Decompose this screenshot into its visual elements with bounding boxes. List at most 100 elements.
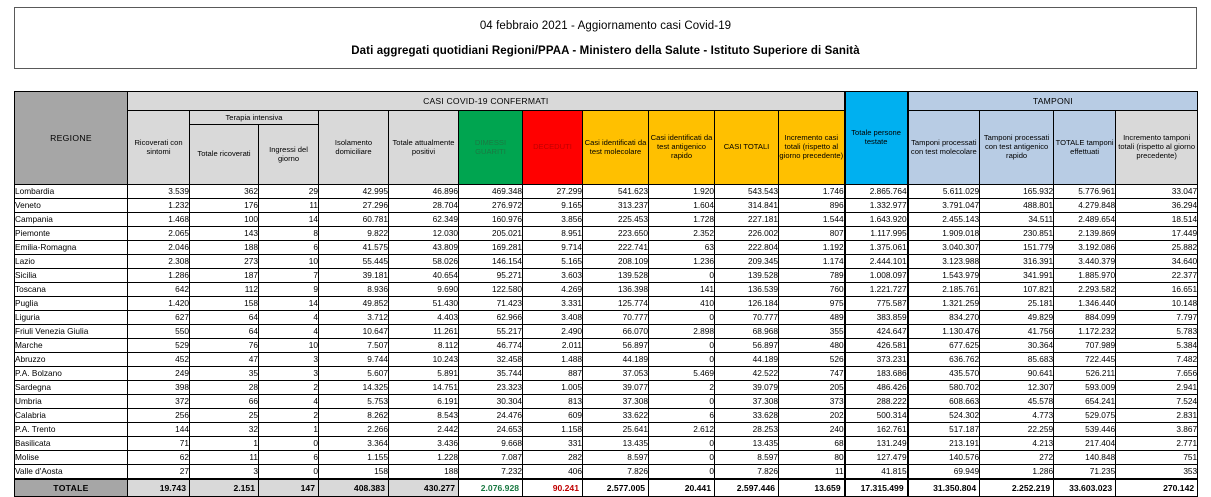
cell-incremento-tamponi: 7.524 xyxy=(1115,394,1199,409)
cell-tamponi-totale: 3.440.379 xyxy=(1053,254,1117,269)
cell-ingressi-giorno: 14 xyxy=(258,212,319,227)
cell-ricoverati-sintomi: 249 xyxy=(127,366,190,381)
cell-antigenico: 1.604 xyxy=(648,198,715,213)
cell-casi-totali: 314.841 xyxy=(714,198,779,213)
cell-casi-totali: 42.522 xyxy=(714,366,779,381)
cell-deceduti: 3.603 xyxy=(522,268,583,283)
cell-casi-totali: 7.826 xyxy=(714,464,779,480)
cell-tamponi-antigenico: 85.683 xyxy=(979,352,1055,367)
header-totale-persone-testate: Totale persone testate xyxy=(843,91,909,185)
cell-casi-totali: 39.079 xyxy=(714,380,779,395)
cell-regione: P.A. Bolzano xyxy=(14,366,128,381)
cell-regione: Puglia xyxy=(14,296,128,311)
cell-ricoverati-sintomi: 2.046 xyxy=(127,240,190,255)
cell-casi-totali: 8.597 xyxy=(714,450,779,465)
covid-table-container: REGIONE CASI COVID-19 CONFERMATI Totale … xyxy=(14,91,1199,497)
cell-ricoverati-sintomi: 256 xyxy=(127,408,190,423)
cell-totale-ricoverati: 112 xyxy=(189,282,259,297)
cell-deceduti: 4.269 xyxy=(522,282,583,297)
cell-isolamento: 8.262 xyxy=(318,408,389,423)
cell-guariti: 62.966 xyxy=(458,310,523,325)
cell-tamponi-antigenico: 12.307 xyxy=(979,380,1055,395)
cell-ingressi-giorno: 3 xyxy=(258,352,319,367)
cell-casi-totali: 209.345 xyxy=(714,254,779,269)
cell-ricoverati-sintomi: 1.232 xyxy=(127,198,190,213)
cell-attualmente-positivi: 43.809 xyxy=(388,240,459,255)
cell-persone-testate: 2.444.101 xyxy=(843,254,909,269)
cell-attualmente-positivi: 8.112 xyxy=(388,338,459,353)
table-row: Valle d'Aosta 27 3 0 158 188 7.232 406 7.826 0 7.8… xyxy=(14,464,1199,480)
cell-incremento-tamponi: 353 xyxy=(1115,464,1199,480)
cell-ricoverati-sintomi: 2.065 xyxy=(127,226,190,241)
cell-guariti: 146.154 xyxy=(458,254,523,269)
header-terapia-intensiva: Terapia intensiva xyxy=(189,110,319,125)
cell-tamponi-totale: 1.346.440 xyxy=(1053,296,1117,311)
cell-incremento-tamponi: 22.377 xyxy=(1115,268,1199,283)
cell-ricoverati-sintomi: 1.420 xyxy=(127,296,190,311)
cell-totale-ricoverati: 187 xyxy=(189,268,259,283)
cell-molecolare: 313.237 xyxy=(582,198,649,213)
cell-deceduti: 406 xyxy=(522,464,583,480)
cell-totale-ricoverati: 64 xyxy=(189,324,259,339)
cell-regione: Campania xyxy=(14,212,128,227)
cell-persone-testate: 162.761 xyxy=(843,422,909,437)
cell-guariti: 276.972 xyxy=(458,198,523,213)
cell-guariti: 95.271 xyxy=(458,268,523,283)
cell-ingressi-giorno: 9 xyxy=(258,282,319,297)
cell-regione: Calabria xyxy=(14,408,128,423)
cell-tamponi-totale: 3.192.086 xyxy=(1053,240,1117,255)
cell-attualmente-positivi: 51.430 xyxy=(388,296,459,311)
cell-attualmente-positivi: 46.896 xyxy=(388,184,459,199)
cell-incremento-casi: 205 xyxy=(777,380,846,395)
cell-molecolare: 541.623 xyxy=(582,184,649,199)
cell-tamponi-totale: 884.099 xyxy=(1053,310,1117,325)
cell-antigenico: 2.352 xyxy=(648,226,715,241)
cell-isolamento: 42.995 xyxy=(318,184,389,199)
cell-tamponi-molecolare: 608.663 xyxy=(907,394,981,409)
cell-isolamento: 27.296 xyxy=(318,198,389,213)
cell-incremento-casi: 373 xyxy=(777,394,846,409)
cell-incremento-tamponi: 36.294 xyxy=(1115,198,1199,213)
table-row: Liguria 627 64 4 3.712 4.403 62.966 3.408 70.777… xyxy=(14,310,1199,325)
table-row: Calabria 256 25 2 8.262 8.543 24.476 609 33.622 6… xyxy=(14,408,1199,423)
cell-isolamento: 158 xyxy=(318,464,389,480)
cell-attualmente-positivi: 58.026 xyxy=(388,254,459,269)
cell-persone-testate: 426.581 xyxy=(843,338,909,353)
cell-ricoverati-sintomi: 550 xyxy=(127,324,190,339)
cell-tamponi-antigenico: 25.181 xyxy=(979,296,1055,311)
cell-attualmente-positivi: 12.030 xyxy=(388,226,459,241)
cell-ingressi-giorno: 1 xyxy=(258,422,319,437)
cell-attualmente-positivi: 8.543 xyxy=(388,408,459,423)
cell-tamponi-antigenico: 151.779 xyxy=(979,240,1055,255)
cell-tamponi-antigenico: 41.756 xyxy=(979,324,1055,339)
cell-tamponi-antigenico: 4.773 xyxy=(979,408,1055,423)
table-row: Puglia 1.420 158 14 49.852 51.430 71.423 3.331 1… xyxy=(14,296,1199,311)
cell-isolamento: 5.607 xyxy=(318,366,389,381)
table-row: Abruzzo 452 47 3 9.744 10.243 32.458 1.488 44.18… xyxy=(14,352,1199,367)
header-ingressi-del-giorno: Ingressi del giorno xyxy=(258,124,319,185)
cell-attualmente-positivi: 40.654 xyxy=(388,268,459,283)
header-totale-tamponi: TOTALE tamponi effettuati xyxy=(1053,110,1117,185)
cell-regione: Veneto xyxy=(14,198,128,213)
header-incremento-casi-totali: Incremento casi totali (rispetto al gior… xyxy=(777,110,846,185)
cell-molecolare: 66.070 xyxy=(582,324,649,339)
cell-casi-totali: 33.628 xyxy=(714,408,779,423)
cell-tamponi-molecolare: 69.949 xyxy=(907,464,981,480)
cell-tamponi-totale: 2.293.582 xyxy=(1053,282,1117,297)
cell-guariti: 160.976 xyxy=(458,212,523,227)
cell-antigenico: 0 xyxy=(648,338,715,353)
cell-tamponi-molecolare: 834.270 xyxy=(907,310,981,325)
cell-isolamento: 9.822 xyxy=(318,226,389,241)
cell-antigenico: 0 xyxy=(648,310,715,325)
table-row: Emilia-Romagna 2.046 188 6 41.575 43.809 169.2… xyxy=(14,240,1199,255)
cell-molecolare: 136.398 xyxy=(582,282,649,297)
cell-casi-totali: 126.184 xyxy=(714,296,779,311)
cell-guariti: 7.087 xyxy=(458,450,523,465)
cell-ricoverati-sintomi: 398 xyxy=(127,380,190,395)
cell-isolamento: 55.445 xyxy=(318,254,389,269)
cell-guariti: 71.423 xyxy=(458,296,523,311)
cell-isolamento: 14.325 xyxy=(318,380,389,395)
cell-attualmente-positivi: 6.191 xyxy=(388,394,459,409)
cell-total-deceduti: 90.241 xyxy=(522,478,583,497)
cell-total-incremento-casi: 13.659 xyxy=(777,478,846,497)
